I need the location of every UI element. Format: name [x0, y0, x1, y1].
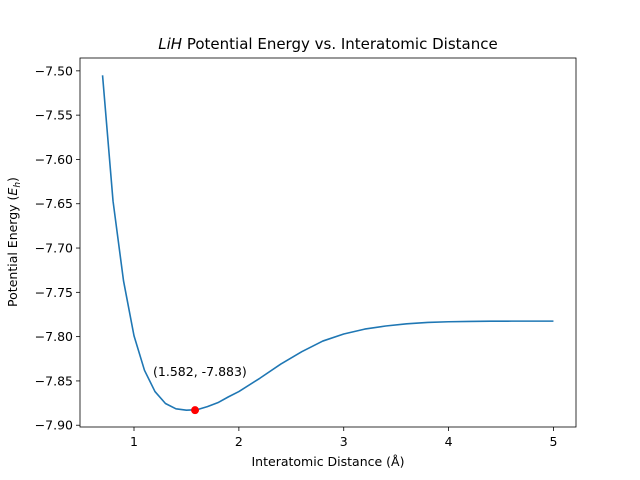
series-layer	[101, 75, 554, 411]
plot-area	[79, 57, 577, 428]
y-tick-label: −7.55	[35, 108, 73, 123]
x-tick-label: 3	[340, 434, 348, 449]
marker-layer	[191, 406, 200, 415]
min-point-annotation: (1.582, -7.883)	[153, 364, 247, 379]
y-tick-label: −7.60	[35, 152, 73, 167]
x-tick-label: 1	[130, 434, 138, 449]
y-axis: −7.50 −7.55 −7.60 −7.65 −7.70 −7.75 −7.80 −7.85…	[35, 63, 80, 433]
x-tick-label: 2	[235, 434, 243, 449]
x-axis: 1 2 3 4 5	[130, 427, 557, 449]
y-tick-label: −7.80	[35, 329, 73, 344]
y-tick-label: −7.50	[35, 63, 73, 78]
y-tick-label: −7.70	[35, 241, 73, 256]
series-line-0	[101, 75, 554, 411]
chart-title: LiH Potential Energy vs. Interatomic Dis…	[158, 35, 497, 53]
y-tick-label: −7.90	[35, 418, 73, 433]
x-tick-label: 4	[445, 434, 453, 449]
y-axis-label: Potential Energy (Eh)	[5, 177, 23, 307]
y-tick-label: −7.75	[35, 285, 73, 300]
y-tick-label: −7.65	[35, 196, 73, 211]
x-tick-label: 5	[549, 434, 557, 449]
y-tick-label: −7.85	[35, 373, 73, 388]
plot-border	[79, 57, 577, 428]
x-axis-label: Interatomic Distance (Å)	[252, 454, 405, 469]
minimum-point-marker	[191, 406, 200, 415]
